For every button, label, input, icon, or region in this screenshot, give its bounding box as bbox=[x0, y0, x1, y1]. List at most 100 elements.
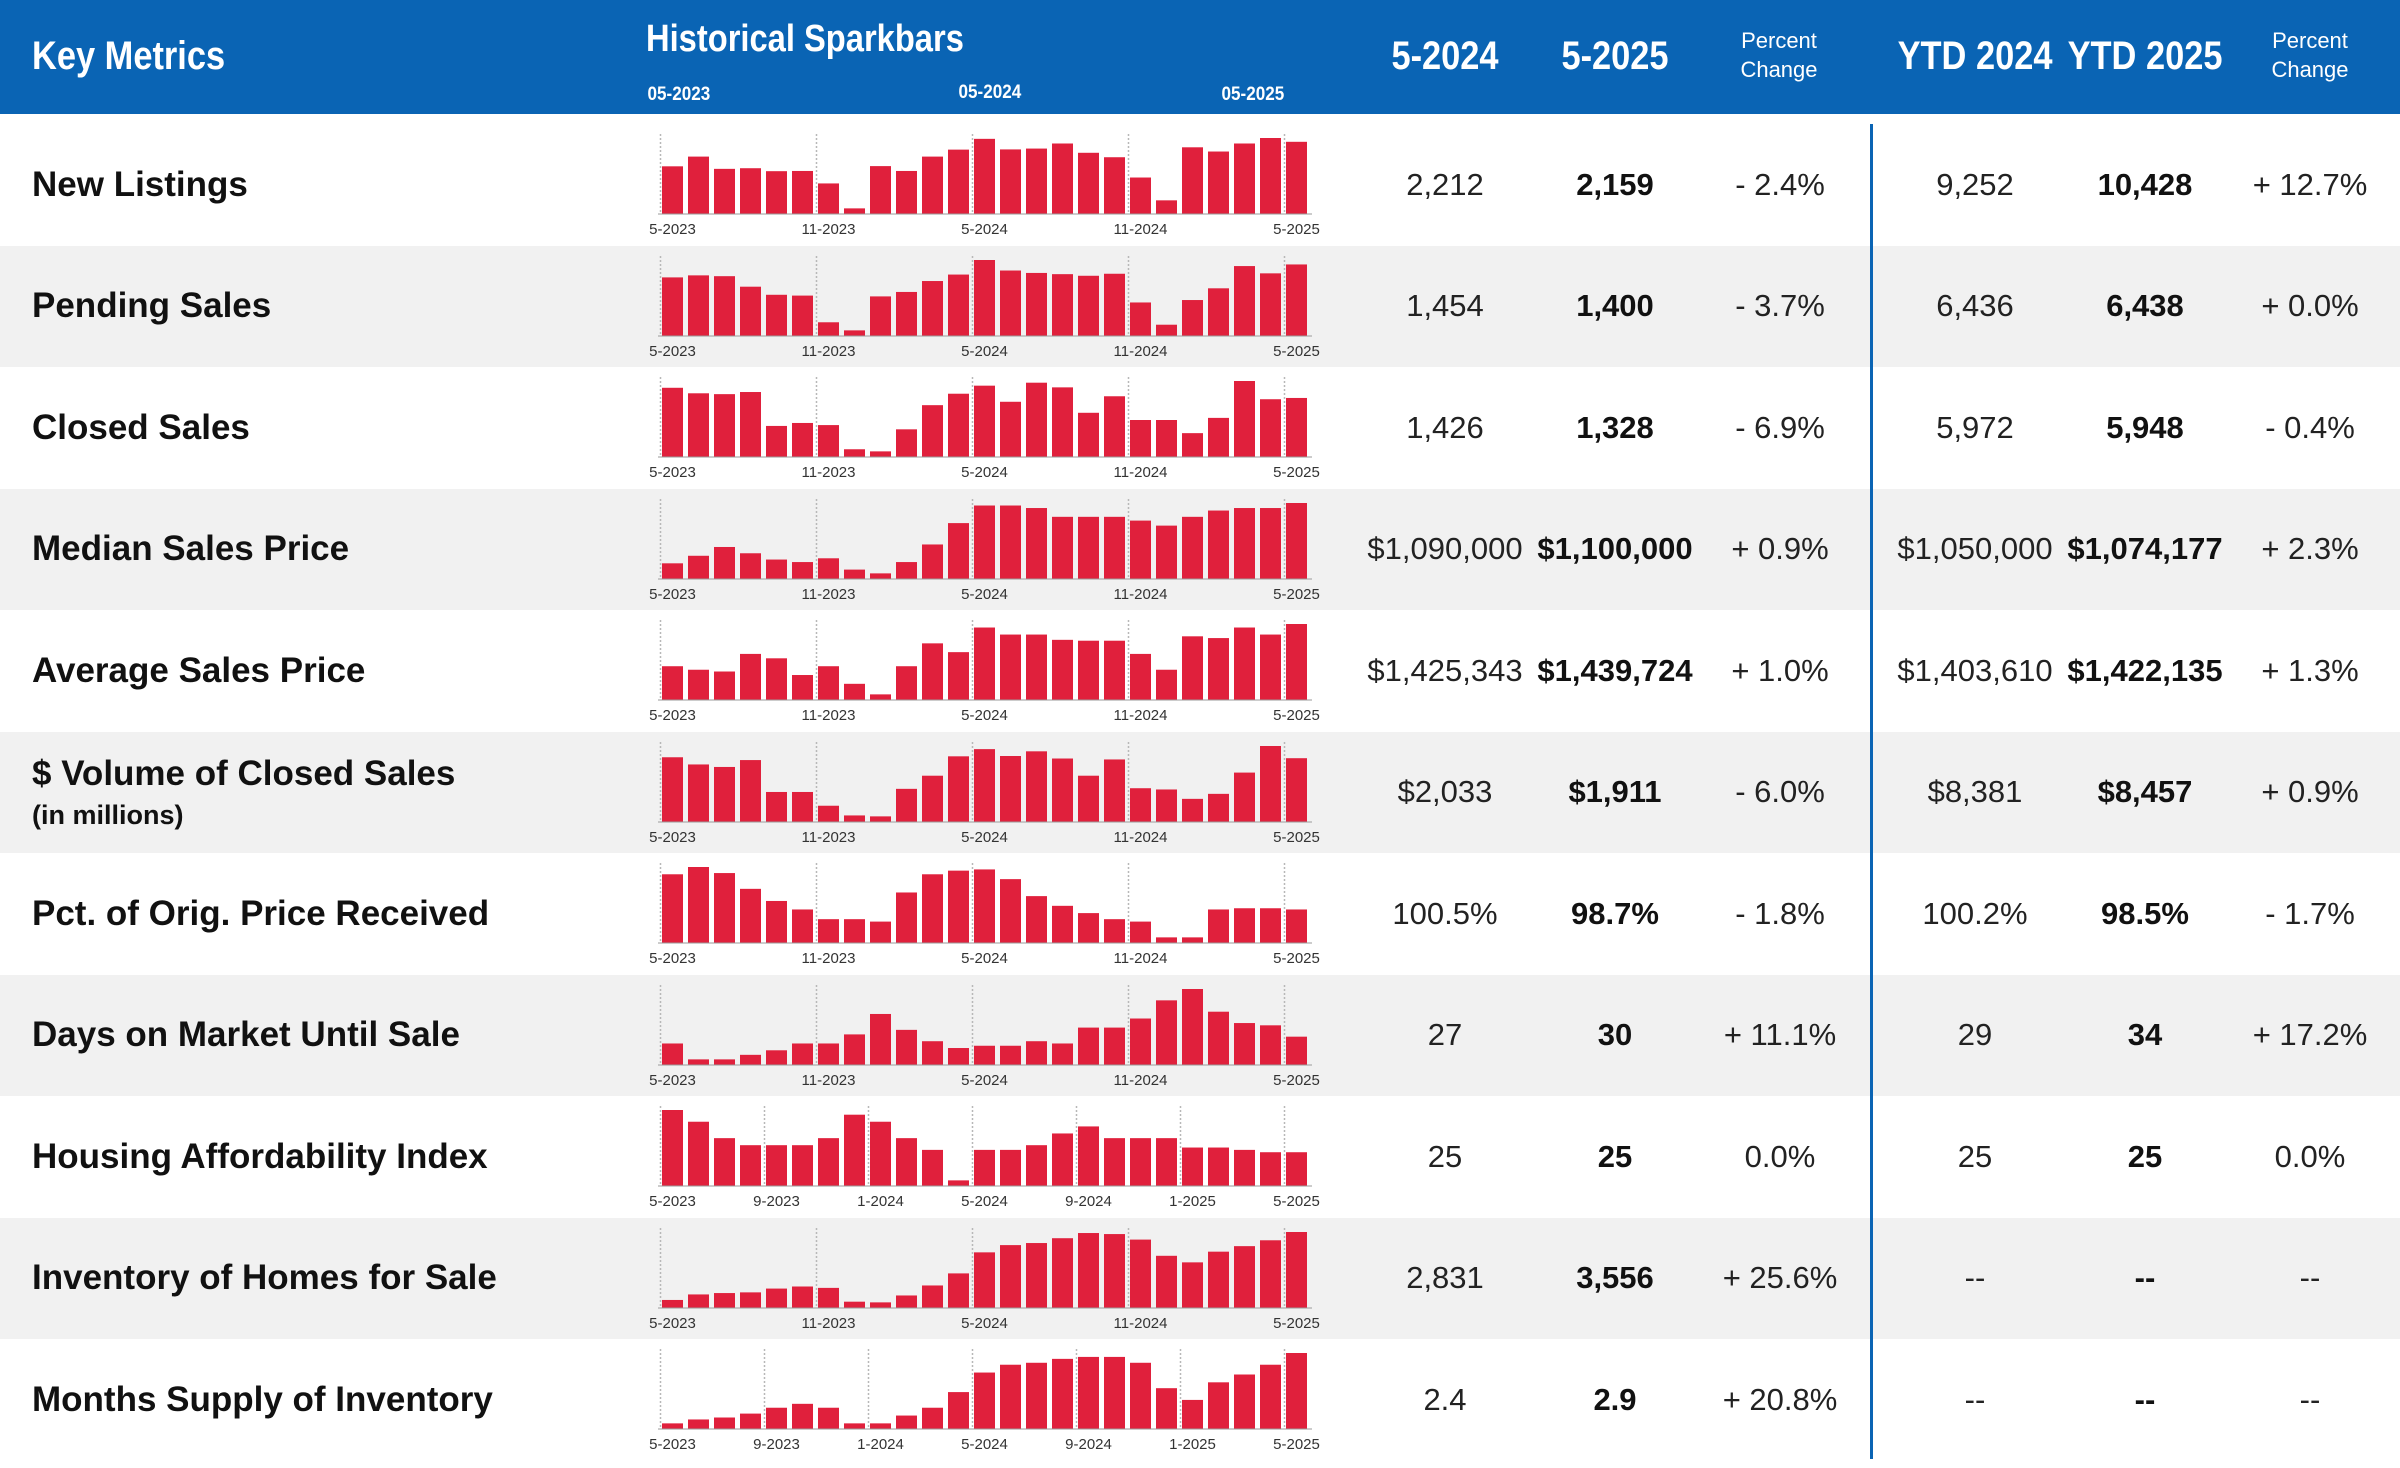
sparkbar-bar bbox=[1182, 1147, 1203, 1186]
sparkbar-bar bbox=[1208, 909, 1229, 943]
sparkbar-bar bbox=[974, 259, 995, 336]
sparkbar-bar bbox=[766, 1145, 787, 1186]
percent-change: 0.0% bbox=[1744, 1138, 1816, 1174]
sparkbar-bar bbox=[1026, 507, 1047, 579]
value-ytd-2024: $1,403,610 bbox=[1897, 652, 2053, 688]
sparkbar-bar bbox=[870, 1121, 891, 1186]
sparkbar-tick-label: 5-2023 bbox=[649, 464, 696, 481]
sparkbar-bar bbox=[1234, 143, 1255, 214]
sparkbar-bar bbox=[922, 280, 943, 336]
sparkbar-bar bbox=[922, 643, 943, 700]
value-ytd-2024: 25 bbox=[1957, 1138, 1993, 1174]
sparkbar-bar bbox=[1104, 919, 1125, 943]
sparkbar-bar bbox=[1052, 273, 1073, 336]
sparkbar-chart: 5-2023 11-2023 5-2024 11-2024 5-2025 bbox=[649, 620, 1320, 724]
sparkbar-bar bbox=[1156, 1255, 1177, 1308]
sparkbar-bar bbox=[844, 919, 865, 943]
sparkbar-bar bbox=[1234, 1149, 1255, 1186]
sparkbar-bar bbox=[844, 683, 865, 700]
sparkbar-bar bbox=[1234, 507, 1255, 579]
sparkbar-chart: 5-2023 11-2023 5-2024 11-2024 5-2025 bbox=[649, 984, 1320, 1089]
sparkbar-bar bbox=[792, 1042, 813, 1065]
sparkbar-tick-label: 5-2024 bbox=[961, 829, 1008, 846]
sparkbar-bar bbox=[792, 791, 813, 822]
sparkbar-bar bbox=[1286, 502, 1307, 579]
sparkbar-tick-label: 11-2024 bbox=[1114, 221, 1168, 238]
sparkbar-tick-label: 11-2024 bbox=[1114, 1315, 1168, 1332]
value-ytd-2024: $8,381 bbox=[1927, 774, 2023, 810]
sparkbar-bar bbox=[1156, 788, 1177, 822]
col-header-ytd-2024: YTD 2024 bbox=[1897, 34, 2053, 78]
sparkbar-bar bbox=[870, 1013, 891, 1065]
sparkbar-bar bbox=[1156, 525, 1177, 579]
sparkbar-bar bbox=[1000, 149, 1021, 214]
sparkbar-bar bbox=[1260, 1024, 1281, 1065]
metric-label: Average Sales Price bbox=[32, 650, 366, 690]
sparkbar-bar bbox=[1078, 275, 1099, 336]
sparkbar-bar bbox=[1000, 755, 1021, 822]
sparkbar-bar bbox=[1104, 1138, 1125, 1186]
sparkbar-bar bbox=[1104, 157, 1125, 214]
sparkbar-tick-label: 5-2024 bbox=[961, 707, 1008, 724]
sparkbar-bar bbox=[1260, 1239, 1281, 1308]
value-5-2024: 25 bbox=[1427, 1138, 1463, 1174]
sparkbar-bar bbox=[662, 1423, 683, 1429]
sparkbar-bar bbox=[740, 552, 761, 579]
sparkbar-bar bbox=[1130, 921, 1151, 943]
metric-name: Housing Affordability Index bbox=[32, 1096, 488, 1218]
sparkbar-bar bbox=[818, 1042, 839, 1065]
sparkbar-bar bbox=[922, 156, 943, 214]
sparkbar-bar bbox=[974, 1372, 995, 1429]
sparkbar-bar bbox=[1026, 634, 1047, 700]
value-ytd-2025: 10,428 bbox=[2097, 166, 2193, 202]
sparkbar-bar bbox=[1234, 1245, 1255, 1308]
sparkbar-bar bbox=[922, 1040, 943, 1065]
sparkbar-bar bbox=[974, 505, 995, 579]
sparkbar-bar bbox=[1000, 1045, 1021, 1065]
sparkbar-bar bbox=[1286, 141, 1307, 214]
sparkbar-bar bbox=[740, 392, 761, 457]
metric-row: Months Supply of Inventory 2.4 2.9 + 20.8% -… bbox=[0, 1339, 2400, 1461]
sparkbar-bar bbox=[688, 393, 709, 457]
sparkbar-bar bbox=[1052, 639, 1073, 700]
sparkbar-tick-label: 11-2023 bbox=[802, 343, 856, 360]
sparkbar-bar bbox=[922, 874, 943, 943]
sparkbar-bar bbox=[1182, 299, 1203, 336]
sparkbar-bar bbox=[974, 1149, 995, 1186]
sparkbar-bar bbox=[792, 675, 813, 700]
sparkbar-bar bbox=[766, 559, 787, 579]
sparkbar-chart: 5-2023 11-2023 5-2024 11-2024 5-2025 bbox=[649, 255, 1320, 360]
metric-row: Pending Sales 1,454 1,400 - 3.7% 6,436 6,438 +… bbox=[0, 245, 2400, 367]
sparkbar-bar bbox=[1208, 1382, 1229, 1429]
sparkbar-bar bbox=[1286, 1036, 1307, 1065]
sparkbar-tick-label: 11-2023 bbox=[802, 221, 856, 238]
sparkbar-tick-label: 5-2024 bbox=[961, 343, 1008, 360]
sparkbar-bar bbox=[714, 168, 735, 214]
ytd-percent-change: + 1.3% bbox=[2261, 652, 2359, 688]
sparkbar-bar bbox=[688, 867, 709, 943]
sparkbar-bar bbox=[792, 422, 813, 457]
sparkbar-bar bbox=[1182, 937, 1203, 943]
sparkbar-bar bbox=[1286, 1231, 1307, 1308]
sparkbar-tick-label: 5-2025 bbox=[1273, 221, 1320, 238]
sparkbar-tick-label: 5-2025 bbox=[1273, 1193, 1320, 1210]
value-ytd-2024: $1,050,000 bbox=[1897, 531, 2053, 567]
sparkbar-tick-label: 9-2024 bbox=[1065, 1193, 1112, 1210]
metric-label: $ Volume of Closed Sales bbox=[32, 753, 456, 793]
sparkbar-bar bbox=[1286, 909, 1307, 943]
sparkbar-bar bbox=[922, 543, 943, 579]
sparkbar-bar bbox=[870, 572, 891, 579]
sparkbar-bar bbox=[714, 1058, 735, 1065]
metric-label: Pct. of Orig. Price Received bbox=[32, 893, 490, 933]
sparkbar-bar bbox=[1182, 516, 1203, 579]
sparkbar-bar bbox=[922, 1407, 943, 1429]
spark-date-start: 05-2023 bbox=[647, 84, 711, 105]
sparkbar-bar bbox=[740, 168, 761, 214]
value-5-2025: $1,100,000 bbox=[1537, 531, 1693, 567]
sparkbar-bar bbox=[662, 1042, 683, 1065]
sparkbar-bar bbox=[714, 394, 735, 457]
sparkbar-bar bbox=[818, 557, 839, 579]
sparkbar-tick-label: 11-2024 bbox=[1114, 464, 1168, 481]
ytd-percent-change: + 17.2% bbox=[2252, 1017, 2368, 1053]
sparkbar-tick-label: 1-2024 bbox=[857, 1436, 904, 1453]
